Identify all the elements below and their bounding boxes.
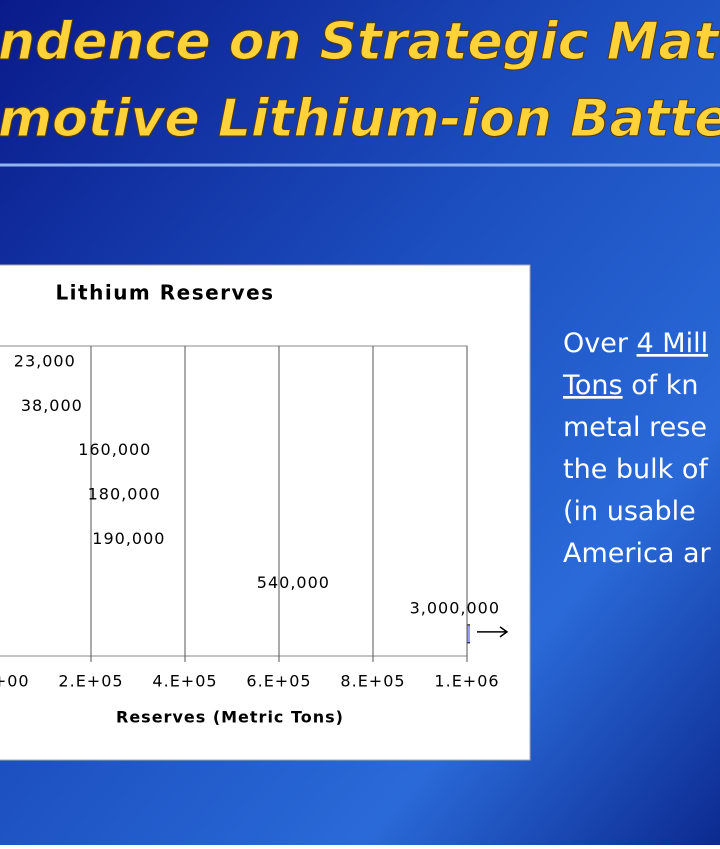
side-segment: (in usable — [563, 496, 696, 527]
overflow-arrow — [477, 626, 509, 638]
side-line: Tons of kn — [562, 370, 699, 401]
value-label: 190,000 — [92, 529, 165, 548]
side-text: Over 4 Mill Tons of kn metal rese the bulk … — [562, 328, 712, 569]
side-segment: Tons — [562, 370, 623, 401]
side-line: America ar — [563, 538, 712, 569]
side-segment: of kn — [623, 370, 699, 401]
x-tick-label: 1.E+06 — [434, 672, 499, 691]
title: ndence on Strategic Mater motive Lithium… — [0, 12, 720, 150]
side-segment: 4 Mill — [637, 328, 709, 359]
x-axis-title: Reserves (Metric Tons) — [116, 708, 344, 727]
side-line: (in usable — [563, 496, 696, 527]
value-label: 3,000,000 — [410, 598, 500, 617]
side-line: metal rese — [563, 412, 707, 443]
chart-title: Lithium Reserves — [55, 281, 274, 305]
value-label: 540,000 — [257, 573, 330, 592]
plot-area — [0, 345, 468, 657]
x-tick-label: 8.E+05 — [340, 672, 405, 691]
title-line: motive Lithium-ion Batter — [0, 89, 720, 149]
x-tick-label: 0.E+00 — [0, 672, 30, 691]
x-tick-label: 4.E+05 — [152, 672, 217, 691]
side-segment: America ar — [563, 538, 712, 569]
value-label: 23,000 — [14, 352, 76, 371]
x-tick-label: 6.E+05 — [246, 672, 311, 691]
value-label: 180,000 — [88, 485, 161, 504]
title-line: ndence on Strategic Mater — [0, 12, 720, 72]
value-label: 38,000 — [21, 396, 83, 415]
side-segment: the bulk of — [563, 454, 709, 485]
x-tick-label: 2.E+05 — [58, 672, 123, 691]
side-line: Over 4 Mill — [563, 328, 708, 359]
value-label: 160,000 — [78, 440, 151, 459]
side-segment: Over — [563, 328, 637, 359]
side-line: the bulk of — [563, 454, 709, 485]
side-segment: metal rese — [563, 412, 707, 443]
